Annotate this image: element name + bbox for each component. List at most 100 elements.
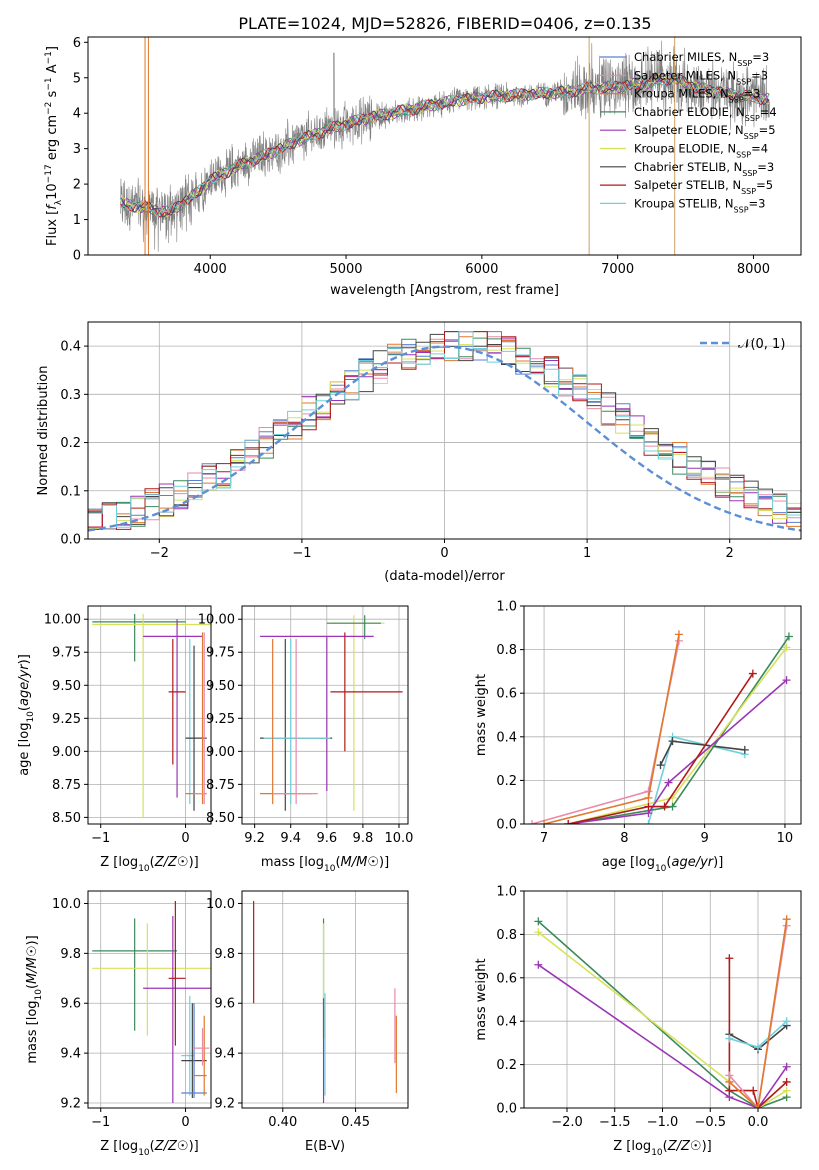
- normal-curve: [88, 345, 801, 532]
- y-tick-label: 10.00: [198, 613, 235, 628]
- weight-marker: [725, 1034, 734, 1043]
- y-tick-label: 9.2: [60, 1097, 81, 1112]
- errorbar-point: [330, 632, 403, 752]
- y-tick-label: 2: [73, 178, 81, 193]
- errorbar-point: [168, 639, 186, 765]
- x-tick-label: 4000: [194, 262, 227, 277]
- weight-marker: [782, 1062, 791, 1071]
- errorbar-point: [92, 613, 211, 818]
- x-tick-label: 9.2: [244, 831, 265, 846]
- x-tick-label: −1: [91, 831, 110, 846]
- y-tick-label: 9.4: [60, 1047, 81, 1062]
- errorbar-point: [260, 635, 374, 791]
- x-tick-label: 0.40: [268, 1115, 297, 1130]
- weight-series: [725, 1017, 791, 1052]
- weight-series: [564, 669, 757, 824]
- weight-marker: [668, 737, 677, 746]
- y-tick-label: 0.2: [496, 774, 517, 789]
- y-tick-label: 0.0: [60, 533, 81, 548]
- x-tick-label: 0: [440, 546, 448, 561]
- x-tick-label: −0.5: [694, 1115, 726, 1130]
- panel-spectrum: 4000 5000 6000 7000 8000 0 1 2 3 4 5 6 Chabrier MILE…: [44, 36, 802, 298]
- weight-marker: [749, 1086, 758, 1095]
- weight-marker: [782, 1077, 791, 1086]
- errorbar-point: [194, 1015, 207, 1096]
- y-tick-label: 0.3: [60, 388, 81, 403]
- x-axis-label: (data-model)/error: [384, 569, 505, 584]
- weight-series: [540, 630, 683, 824]
- y-tick-label: 5: [73, 71, 81, 86]
- y-tick-label: 0.0: [496, 1102, 517, 1117]
- weight-marker: [784, 632, 793, 641]
- errorbar-point: [263, 639, 331, 805]
- y-tick-label: 1.0: [496, 600, 517, 615]
- model-spectrum: [120, 72, 770, 215]
- weight-marker: [754, 1043, 763, 1052]
- y-tick-label: 6: [73, 36, 81, 51]
- errorbar-point: [92, 923, 211, 1036]
- weight-marker: [782, 1086, 791, 1095]
- legend-entry: Chabrier MILES, NSSP=3: [634, 50, 769, 68]
- x-tick-label: 7000: [601, 262, 634, 277]
- y-tick-label: 9.4: [214, 1047, 235, 1062]
- panel-age-vs-Z: −1 0 8.50 8.75 9.00 9.25 9.50 9.75 10.00 Z [log10…: [17, 605, 212, 874]
- y-tick-label: 8.75: [206, 778, 235, 793]
- weight-marker: [664, 778, 673, 787]
- panel-age-vs-mass: 9.2 9.4 9.6 9.8 10.0 8.50 8.75 9.00 9.25 9.50 9.75…: [198, 605, 413, 874]
- x-tick-label: 7: [540, 831, 548, 846]
- weight-marker: [644, 793, 653, 802]
- y-axis-label: mass weight: [474, 674, 489, 756]
- weight-marker: [540, 820, 549, 824]
- weight-marker: [534, 928, 543, 937]
- x-axis-label: Z [log10(Z/Z☉)]: [613, 1139, 711, 1158]
- weight-line: [568, 679, 788, 824]
- legend-entry: Kroupa STELIB, NSSP=3: [634, 196, 765, 214]
- weight-series: [656, 737, 749, 770]
- y-tick-label: 10.0: [52, 897, 81, 912]
- legend-entry: Chabrier ELODIE, NSSP=4: [634, 105, 777, 123]
- y-tick-label: 9.50: [206, 679, 235, 694]
- axes-frame: [87, 321, 802, 540]
- weight-marker: [644, 820, 653, 824]
- weight-marker: [725, 1086, 734, 1095]
- y-tick-label: 10.00: [44, 613, 81, 628]
- axes-frame: [87, 890, 212, 1109]
- errorbar-point: [92, 613, 186, 662]
- axes-frame: [241, 605, 409, 825]
- x-tick-label: −2: [150, 546, 169, 561]
- errorbar-point: [168, 900, 186, 1046]
- weight-marker: [528, 820, 537, 824]
- x-tick-label: −1.5: [599, 1115, 631, 1130]
- weight-marker: [748, 669, 757, 678]
- y-tick-label: 0.2: [60, 436, 81, 451]
- y-tick-label: 9.25: [206, 712, 235, 727]
- weight-line: [537, 964, 788, 1108]
- y-tick-label: 9.25: [52, 712, 81, 727]
- x-tick-label: 9.8: [353, 831, 374, 846]
- y-tick-label: 0.8: [496, 643, 517, 658]
- y-tick-label: 9.6: [60, 997, 81, 1012]
- errorbar-point: [194, 1028, 210, 1066]
- y-tick-label: 9.00: [206, 745, 235, 760]
- y-axis-label: Flux [fλ10−17 erg cm−2 s−1 A−1]: [44, 46, 64, 246]
- weight-line: [537, 920, 787, 1108]
- y-tick-label: 9.00: [52, 745, 81, 760]
- y-axis-label: mass weight: [474, 958, 489, 1040]
- x-tick-label: 10: [777, 831, 794, 846]
- spectrum-title: PLATE=1024, MJD=52826, FIBERID=0406, z=0…: [238, 14, 651, 33]
- x-tick-label: 9.6: [316, 831, 337, 846]
- x-tick-label: 2: [726, 546, 734, 561]
- panel-residuals: −2 −1 0 1 2 0.0 0.1 0.2 0.3 0.4 𝒩(0, 1) (data-model…: [36, 321, 802, 584]
- errorbar-point: [326, 615, 381, 640]
- model-spectrum: [120, 74, 770, 218]
- errorbar-point: [194, 632, 207, 805]
- plot-area-spectrum: [120, 37, 770, 255]
- x-axis-label: age [log10(age/yr)]: [602, 855, 724, 874]
- axes-frame: [87, 605, 212, 825]
- legend-entry: Salpeter ELODIE, NSSP=5: [634, 123, 776, 141]
- panel-weight-vs-age: 7 8 9 10 0.0 0.2 0.4 0.6 0.8 1.0 age [log10(age/yr…: [474, 600, 802, 874]
- x-tick-label: 0: [181, 1115, 189, 1130]
- weight-marker: [782, 676, 791, 685]
- y-tick-label: 9.6: [214, 997, 235, 1012]
